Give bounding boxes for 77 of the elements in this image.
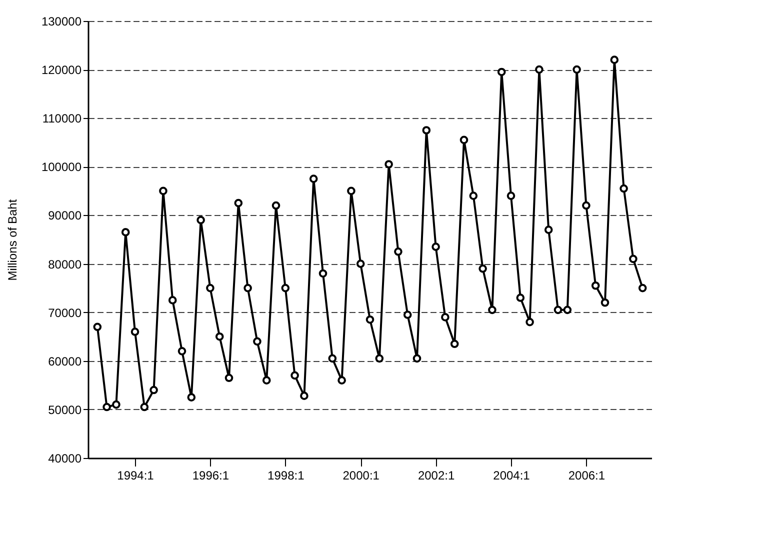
- point: [224, 374, 234, 382]
- point: [347, 186, 356, 196]
- x-tick-label: 2006:1: [568, 468, 606, 482]
- x-tick-label: 2004:1: [493, 468, 530, 482]
- point: [535, 65, 544, 74]
- point: [432, 242, 440, 251]
- point: [506, 192, 516, 200]
- point: [450, 340, 459, 348]
- point: [206, 284, 214, 292]
- point: [582, 201, 590, 210]
- y-tick-label: 70000: [48, 306, 82, 320]
- y-tick-label: 90000: [48, 208, 82, 223]
- y-tick-label: 60000: [48, 354, 82, 368]
- point: [526, 318, 534, 326]
- y-tick-label: 80000: [48, 257, 82, 272]
- point: [130, 328, 140, 336]
- point: [318, 269, 328, 278]
- point: [338, 376, 346, 384]
- point: [469, 192, 478, 200]
- point: [253, 337, 262, 346]
- x-tick-label: 1998:1: [268, 468, 305, 482]
- point: [620, 184, 628, 193]
- point: [441, 313, 450, 322]
- point: [375, 354, 384, 363]
- point: [290, 371, 299, 380]
- point: [168, 296, 177, 304]
- point: [516, 294, 525, 302]
- point: [262, 376, 271, 384]
- point: [629, 254, 638, 264]
- point: [150, 386, 158, 394]
- point: [102, 402, 111, 412]
- point: [196, 216, 205, 224]
- x-tick-label: 1994:1: [117, 468, 154, 482]
- point: [300, 392, 308, 400]
- point: [638, 284, 647, 292]
- point: [412, 354, 422, 363]
- point: [309, 174, 318, 183]
- point: [121, 228, 130, 236]
- y-tick-label: 50000: [48, 402, 82, 417]
- point: [178, 347, 186, 356]
- y-tick-label: 130000: [41, 14, 82, 28]
- point: [328, 354, 337, 363]
- point: [215, 332, 224, 341]
- point: [244, 284, 252, 292]
- point: [610, 56, 619, 64]
- point: [600, 298, 610, 307]
- y-axis-title: Millions of Baht: [5, 198, 20, 281]
- point: [591, 281, 600, 290]
- point: [356, 260, 365, 268]
- point: [572, 65, 581, 74]
- point: [93, 322, 102, 332]
- x-tick-label: 2000:1: [342, 468, 380, 482]
- point: [384, 160, 393, 168]
- y-tick-label: 40000: [48, 452, 82, 466]
- point: [544, 226, 553, 234]
- point: [554, 306, 562, 314]
- point: [159, 186, 168, 196]
- point: [234, 198, 243, 208]
- y-tick-label: 100000: [41, 160, 82, 174]
- y-tick-label: 110000: [42, 112, 82, 126]
- point: [422, 126, 431, 134]
- x-tick-label: 1996:1: [192, 468, 230, 482]
- point: [403, 310, 412, 319]
- point: [394, 247, 402, 256]
- point: [366, 315, 374, 324]
- point: [563, 306, 572, 314]
- point: [488, 306, 496, 314]
- point: [281, 284, 290, 292]
- x-tick-label: 2002:1: [418, 468, 455, 482]
- point: [460, 136, 468, 144]
- point: [272, 201, 280, 210]
- point: [112, 400, 120, 409]
- point: [140, 402, 149, 412]
- y-tick-label: 120000: [41, 63, 82, 78]
- point: [187, 393, 196, 402]
- point: [497, 68, 506, 76]
- point: [478, 264, 487, 273]
